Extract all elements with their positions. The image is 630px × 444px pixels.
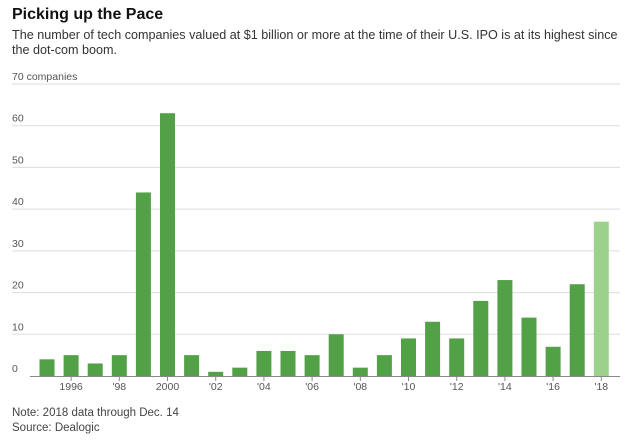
bar-2001 [184, 355, 200, 376]
bar-1996 [63, 355, 79, 376]
bar-1997 [87, 363, 103, 376]
chart-source: Source: Dealogic [12, 422, 100, 434]
x-tick-label: '04 [257, 381, 271, 393]
bar-2007 [328, 334, 344, 376]
bar-2003 [232, 367, 248, 376]
bar-1995 [39, 359, 55, 376]
bar-2015 [521, 317, 537, 376]
x-tick-label: '02 [209, 381, 223, 393]
x-tick-label: '06 [305, 381, 319, 393]
bar-2000 [160, 113, 175, 376]
bar-2004 [256, 350, 272, 376]
x-tick-label: 2000 [156, 381, 180, 393]
bar-2012 [449, 338, 465, 376]
bar-1999 [135, 192, 151, 376]
bar-2016 [545, 346, 561, 376]
bar-2008 [352, 367, 368, 376]
y-tick-label: 50 [12, 154, 24, 166]
y-tick-label: 10 [12, 321, 24, 333]
bar-2006 [304, 355, 320, 376]
axis-labels: 0 10 20 30 40 50 60 70 companies 1996 '98 2000 '02 '… [12, 71, 620, 393]
bar-2010 [401, 338, 416, 376]
bar-2017 [569, 284, 585, 376]
bar-2009 [376, 355, 392, 376]
chart-note: Note: 2018 data through Dec. 14 [12, 407, 179, 419]
bar-2011 [425, 321, 441, 376]
y-tick-label: 30 [12, 238, 24, 250]
bar-chart: 0 10 20 30 40 50 60 70 companies 1996 '98 2000 '02 '… [12, 71, 620, 393]
chart-title: Picking up the Pace [12, 6, 164, 23]
bar-2014 [497, 280, 513, 376]
chart-subtitle: The number of tech companies valued at $… [12, 28, 618, 57]
y-tick-label: 0 [12, 363, 18, 375]
x-tick-label: '16 [546, 381, 560, 393]
bars [39, 113, 609, 376]
gridlines [12, 83, 620, 335]
bar-1998 [111, 355, 127, 376]
x-tick-label: 1996 [59, 381, 83, 393]
x-tick-label: '08 [353, 381, 367, 393]
y-tick-label: 20 [12, 280, 24, 292]
x-tick-label: '14 [498, 381, 512, 393]
bar-2002 [208, 371, 224, 376]
y-tick-label: 40 [12, 196, 24, 208]
bar-2013 [473, 300, 489, 376]
x-tick-label: '18 [594, 381, 608, 393]
x-tick-label: '12 [450, 381, 464, 393]
y-tick-label: 60 [12, 113, 24, 125]
x-tick-label: '10 [402, 381, 416, 393]
bar-2018 [593, 221, 609, 376]
bar-2005 [280, 350, 296, 376]
x-tick-label: '98 [112, 381, 126, 393]
y-tick-label: 70 companies [12, 71, 77, 83]
